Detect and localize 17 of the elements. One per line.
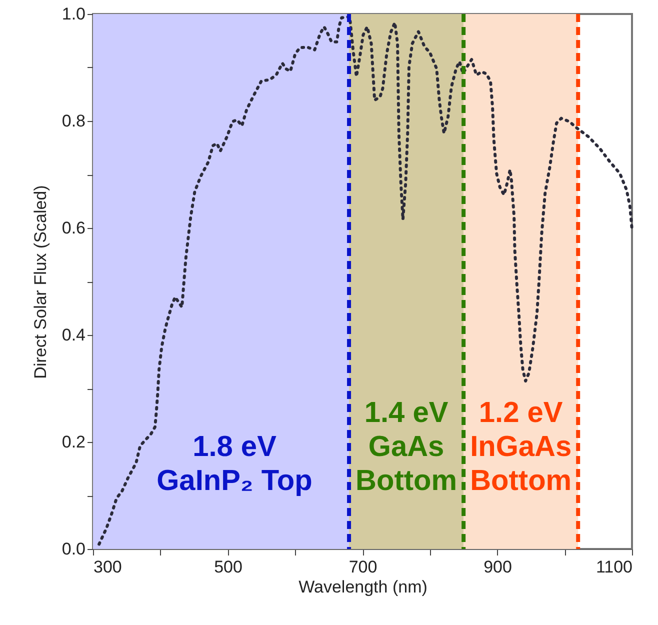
ref-line-label: 1.8 eV GaInP₂ Top [156,431,312,497]
y-tick-label: 0.0 [62,540,86,558]
x-tick-label: 300 [94,558,122,576]
ref-line-label: 1.2 eV InGaAs Bottom [470,397,572,497]
ref-line-label: 1.4 eV GaAs Bottom [356,397,458,497]
x-tick-label: 700 [348,558,378,576]
x-tick-label: 900 [484,558,512,576]
x-tick-label: 1100 [596,558,632,576]
y-tick-label: 0.6 [62,218,86,238]
y-tick-label: 0.2 [62,432,86,452]
x-axis-title: Wavelength (nm) [298,578,428,596]
y-axis-title: Direct Solar Flux (Scaled) [30,185,50,379]
y-tick-label: 0.4 [62,326,86,344]
y-tick-label: 1.0 [62,4,86,24]
y-tick-label: 0.8 [62,112,86,130]
x-tick-label: 500 [214,558,242,576]
line-series [98,15,634,546]
